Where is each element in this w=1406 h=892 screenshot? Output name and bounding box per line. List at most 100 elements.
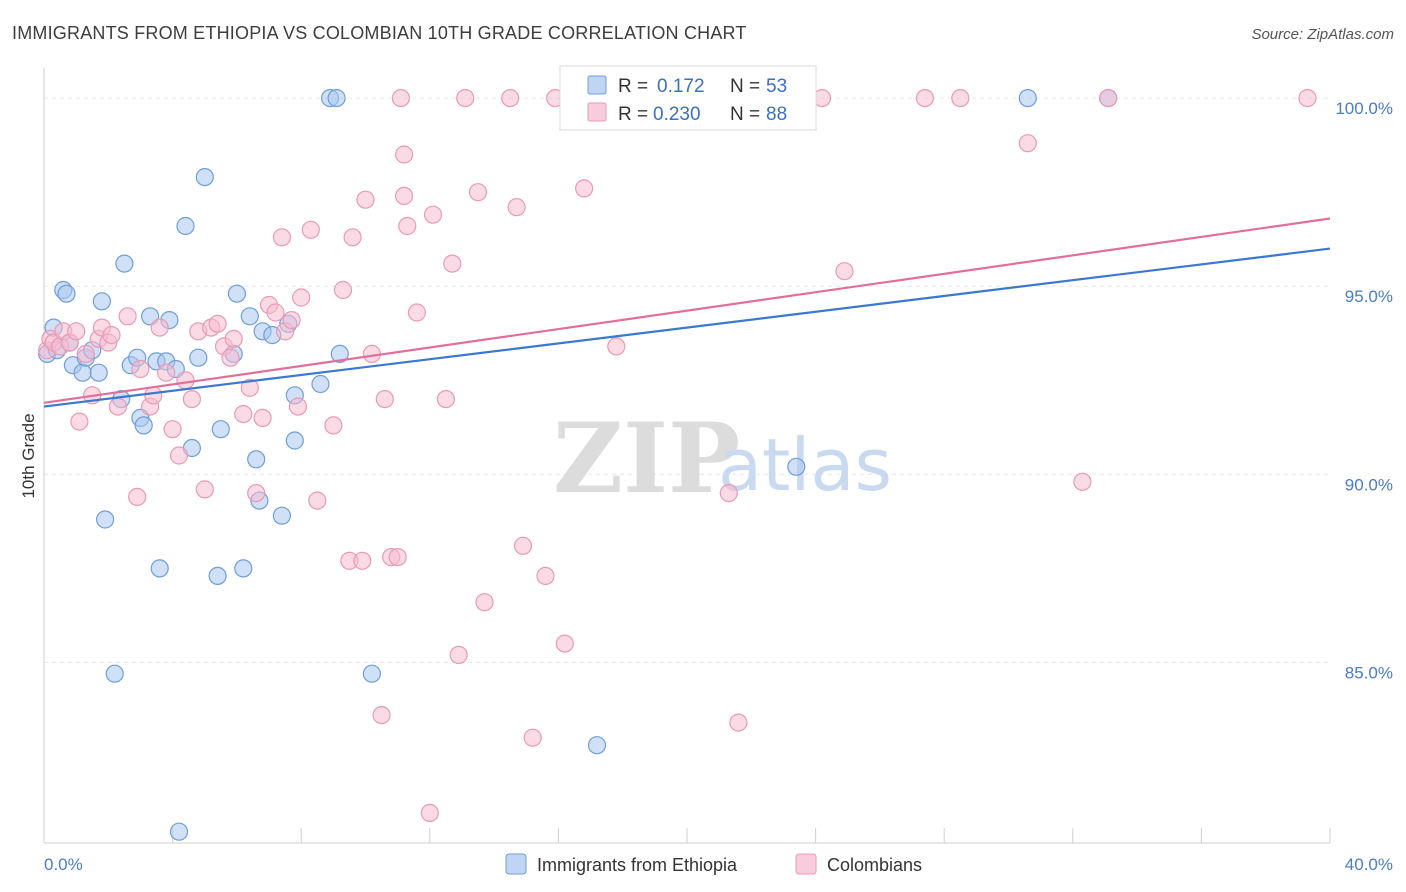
data-point xyxy=(356,190,375,209)
series-layer xyxy=(38,88,1331,841)
data-point xyxy=(195,168,214,187)
data-point xyxy=(195,480,214,499)
y-tick-label: 95.0% xyxy=(1345,287,1393,306)
data-point xyxy=(423,205,443,224)
legend-top: R = 0.172 N = 53 R = 0.230 N = 88 xyxy=(559,65,817,131)
data-point xyxy=(353,551,372,570)
data-point xyxy=(407,303,426,322)
data-point xyxy=(134,416,153,435)
data-point xyxy=(95,510,115,529)
y-tick-label: 90.0% xyxy=(1345,475,1393,494)
data-point xyxy=(292,288,311,307)
data-point xyxy=(272,506,291,525)
plot-area: 100.0% 95.0% 90.0% 85.0% 0.0% 40.0% xyxy=(43,68,1393,874)
data-point xyxy=(70,412,89,431)
data-point xyxy=(150,318,169,337)
legend-r-value-ethiopia: 0.172 xyxy=(657,76,705,97)
data-point xyxy=(234,559,253,578)
data-point xyxy=(73,363,92,382)
data-point xyxy=(729,713,748,732)
bottom-legend-label-ethiopia: Immigrants from Ethiopia xyxy=(537,855,738,875)
data-point xyxy=(57,284,76,303)
legend-n-value-colombians: 88 xyxy=(766,104,787,125)
legend-bottom: Immigrants from Ethiopia Colombians xyxy=(505,853,922,875)
data-point xyxy=(144,386,163,405)
trend-line-0 xyxy=(43,247,1331,408)
data-point xyxy=(176,216,195,236)
data-point xyxy=(395,145,414,164)
data-point xyxy=(607,337,626,356)
data-point xyxy=(311,374,330,394)
data-point xyxy=(395,186,414,205)
data-point xyxy=(208,314,227,333)
data-point xyxy=(227,284,246,303)
data-point xyxy=(247,450,266,469)
y-tick-label: 85.0% xyxy=(1345,663,1393,682)
data-point xyxy=(131,359,150,379)
trend-line-1 xyxy=(43,217,1331,404)
data-point xyxy=(443,254,462,273)
data-point xyxy=(301,220,320,239)
data-point xyxy=(587,736,607,755)
data-point xyxy=(436,390,455,409)
data-point xyxy=(208,566,227,586)
data-point xyxy=(92,292,112,311)
data-point xyxy=(247,484,266,503)
data-point xyxy=(388,547,407,567)
data-point xyxy=(324,416,343,435)
data-point xyxy=(288,397,308,416)
data-point xyxy=(1099,88,1118,108)
data-point xyxy=(115,254,134,273)
data-point xyxy=(221,348,240,367)
data-point xyxy=(272,228,291,247)
data-point xyxy=(1073,472,1092,491)
x-tick-label: 40.0% xyxy=(1345,855,1393,874)
data-point xyxy=(449,645,468,665)
data-point xyxy=(372,705,391,725)
data-point xyxy=(169,822,189,841)
y-tick-labels: 100.0% 95.0% 90.0% 85.0% xyxy=(1335,99,1393,682)
data-point xyxy=(468,183,488,202)
data-point xyxy=(105,664,124,683)
data-point xyxy=(1298,88,1317,108)
data-point xyxy=(343,228,362,247)
data-point xyxy=(211,420,230,439)
data-point xyxy=(501,88,520,108)
bottom-legend-swatch-ethiopia xyxy=(505,853,527,875)
data-point xyxy=(719,484,738,503)
data-point xyxy=(391,88,410,108)
legend-swatch-ethiopia xyxy=(587,75,607,95)
data-point xyxy=(89,363,108,382)
data-point xyxy=(76,344,95,363)
bottom-legend-swatch-colombians xyxy=(795,853,817,875)
data-point xyxy=(253,408,272,427)
data-point xyxy=(108,397,128,416)
data-point xyxy=(523,728,542,747)
data-point xyxy=(1018,134,1037,153)
data-point xyxy=(157,363,176,382)
data-point xyxy=(128,487,147,506)
data-point xyxy=(308,491,327,510)
legend-r-value-colombians: 0.230 xyxy=(653,104,701,125)
data-point xyxy=(507,198,526,217)
data-point xyxy=(327,88,346,108)
data-point xyxy=(362,664,381,683)
data-point xyxy=(536,566,555,586)
y-tick-label: 100.0% xyxy=(1335,99,1393,118)
data-point xyxy=(456,88,475,108)
x-tick-labels: 0.0% 40.0% xyxy=(44,855,1393,874)
data-point xyxy=(282,311,301,330)
data-point xyxy=(574,179,594,198)
data-point xyxy=(475,593,494,612)
data-point xyxy=(189,348,208,367)
data-point xyxy=(240,378,259,397)
data-point xyxy=(150,559,169,578)
legend-swatch-colombians xyxy=(587,102,607,122)
x-tick-marks xyxy=(43,828,1331,843)
data-point xyxy=(951,88,970,108)
legend-n-label-ethiopia: N = xyxy=(730,76,760,97)
data-point xyxy=(102,326,121,345)
y-axis-label: 10th Grade xyxy=(19,413,38,498)
series-1 xyxy=(38,88,1317,823)
